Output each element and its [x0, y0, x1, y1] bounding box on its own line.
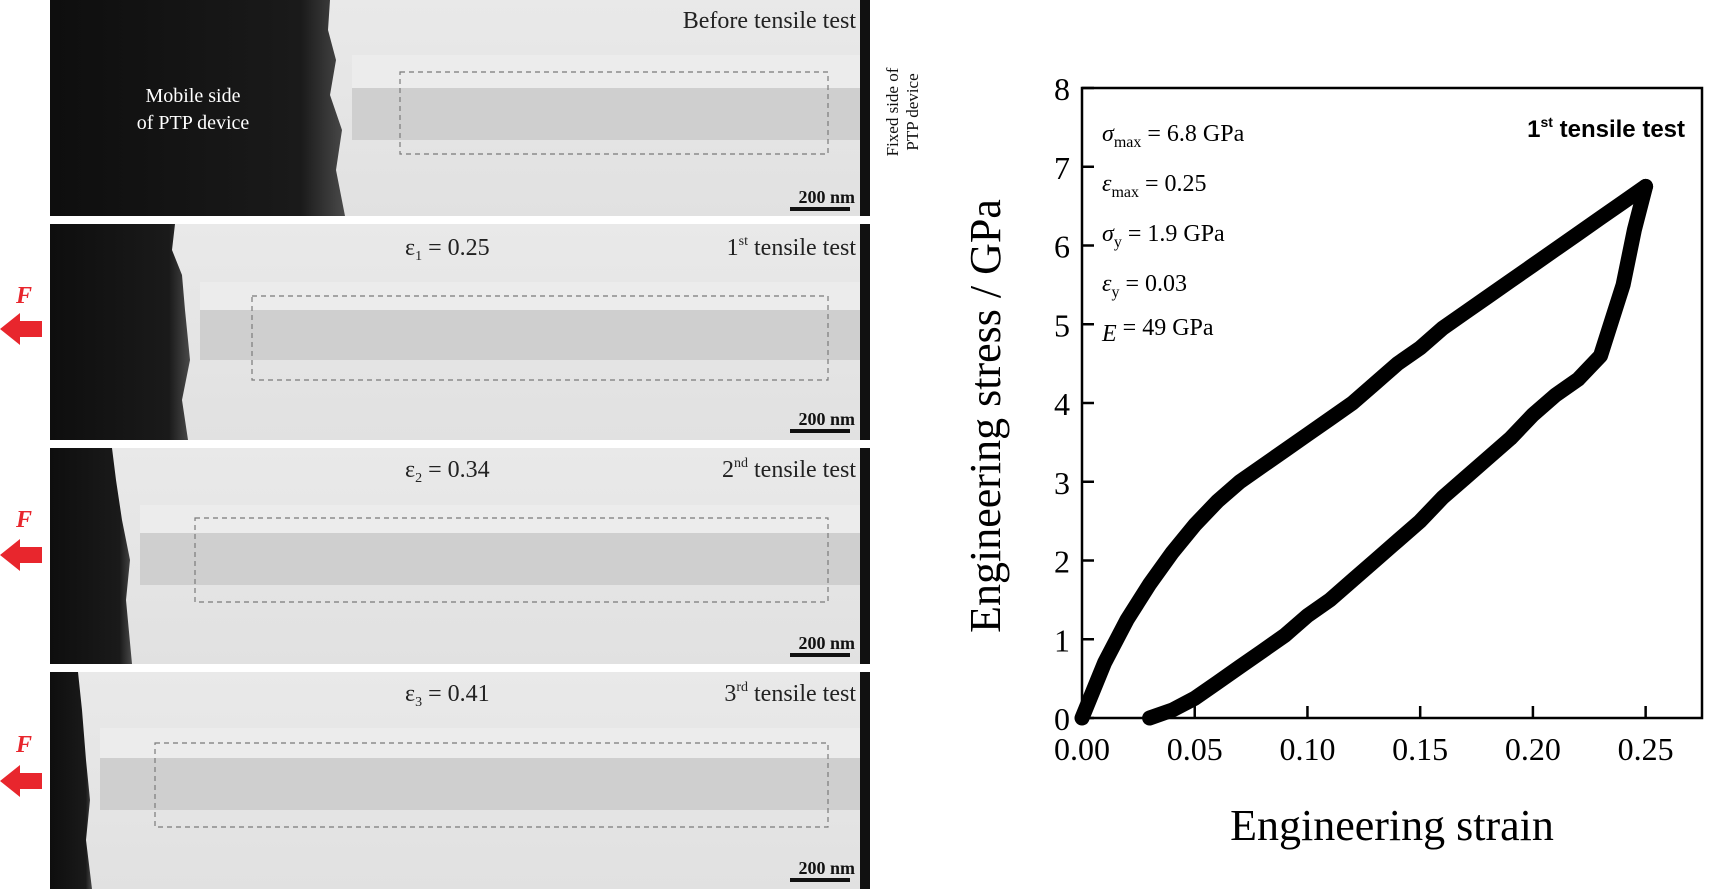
scale-bar-label: 200 nm: [798, 633, 855, 653]
force-arrow-icon: [0, 313, 42, 345]
y-tick-label: 0: [1054, 701, 1070, 737]
chart-annotations: σmax = 6.8 GPa εmax = 0.25 σy = 1.9 GPa …: [1101, 121, 1245, 347]
panel-second-test: ε2 = 0.34 2nd tensile test 200 nm F: [0, 448, 870, 664]
panel-before-test: Mobile side of PTP device Before tensile…: [50, 0, 922, 216]
mobile-side-label-line2: of PTP device: [137, 112, 250, 134]
annotation-eps-max: εmax = 0.25: [1102, 171, 1207, 201]
tem-image-panels: Mobile side of PTP device Before tensile…: [0, 0, 922, 889]
y-tick-label: 2: [1054, 544, 1070, 580]
scale-bar: [790, 878, 850, 882]
gauge-box-dashed: [194, 517, 829, 603]
y-tick-label: 1: [1054, 622, 1070, 658]
x-tick-label: 0.05: [1167, 731, 1223, 767]
data-series: [1074, 178, 1654, 726]
fixed-side-label-line2: PTP device: [903, 73, 922, 150]
fixed-side-label-line1: Fixed side of: [883, 67, 902, 156]
fixed-side-edge: [860, 448, 870, 664]
scale-bar: [790, 429, 850, 433]
mobile-side-label-line1: Mobile side: [146, 85, 241, 107]
x-tick-label: 0.00: [1054, 731, 1110, 767]
y-tick-label: 7: [1054, 150, 1070, 186]
x-tick-label: 0.15: [1392, 731, 1448, 767]
fixed-side-edge: [860, 224, 870, 440]
annotation-sigma-y: σy = 1.9 GPa: [1102, 221, 1225, 251]
strain-label: ε1 = 0.25: [405, 235, 490, 264]
sample-gauge-region: [200, 310, 860, 360]
fixed-side-edge: [860, 0, 870, 216]
annotation-eps-y: εy = 0.03: [1102, 271, 1187, 301]
panel-caption: 2nd tensile test: [722, 456, 856, 483]
x-tick-label: 0.10: [1279, 731, 1335, 767]
force-label: F: [15, 507, 32, 533]
panel-caption: 1st tensile test: [727, 234, 857, 261]
stress-strain-chart: 0.00 0.05 0.10 0.15 0.20 0.25 0 1 2 3 4 5 6 7 8 Engine…: [961, 71, 1704, 850]
scale-bar: [790, 207, 850, 211]
annotation-sigma-max: σmax = 6.8 GPa: [1102, 121, 1245, 151]
panel-caption: Before tensile test: [683, 8, 857, 34]
mobile-side-tip: [50, 448, 132, 664]
axis-ticks: 0.00 0.05 0.10 0.15 0.20 0.25 0 1 2 3 4 5 6 7 8: [1054, 71, 1674, 767]
force-label: F: [15, 283, 32, 309]
panel-first-test: ε1 = 0.25 1st tensile test 200 nm F: [0, 224, 870, 440]
scale-bar-label: 200 nm: [798, 858, 855, 878]
y-tick-label: 8: [1054, 71, 1070, 107]
mobile-side-tip: [50, 672, 92, 889]
mobile-side-tip: [50, 224, 190, 440]
force-label: F: [15, 732, 32, 758]
panel-caption: 3rd tensile test: [724, 680, 856, 707]
gauge-box-dashed: [399, 71, 829, 155]
sample-gauge-region: [352, 88, 860, 140]
gauge-box-dashed: [154, 742, 829, 828]
chart-title: 1st tensile test: [1527, 114, 1685, 143]
y-tick-label: 4: [1054, 386, 1070, 422]
sample-gauge-region: [140, 533, 860, 585]
scale-bar-label: 200 nm: [798, 409, 855, 429]
y-tick-label: 3: [1054, 465, 1070, 501]
y-tick-label: 6: [1054, 229, 1070, 265]
loading-curve: [1074, 178, 1654, 726]
scale-bar-label: 200 nm: [798, 187, 855, 207]
x-axis-label: Engineering strain: [1230, 801, 1554, 850]
x-tick-label: 0.20: [1505, 731, 1561, 767]
sample-gauge-region: [100, 758, 860, 810]
force-arrow-icon: [0, 765, 42, 797]
panel-third-test: ε3 = 0.41 3rd tensile test 200 nm F: [0, 672, 870, 889]
annotation-modulus: E = 49 GPa: [1101, 315, 1214, 347]
y-tick-label: 5: [1054, 307, 1070, 343]
strain-label: ε3 = 0.41: [405, 681, 490, 710]
strain-label: ε2 = 0.34: [405, 457, 490, 486]
scale-bar: [790, 653, 850, 657]
force-arrow-icon: [0, 539, 42, 571]
unloading-curve: [1142, 178, 1654, 726]
fixed-side-edge: [860, 672, 870, 889]
mobile-side-tip: [50, 0, 345, 216]
gauge-box-dashed: [251, 295, 829, 381]
x-tick-label: 0.25: [1618, 731, 1674, 767]
y-axis-label: Engineering stress / GPa: [961, 199, 1010, 633]
